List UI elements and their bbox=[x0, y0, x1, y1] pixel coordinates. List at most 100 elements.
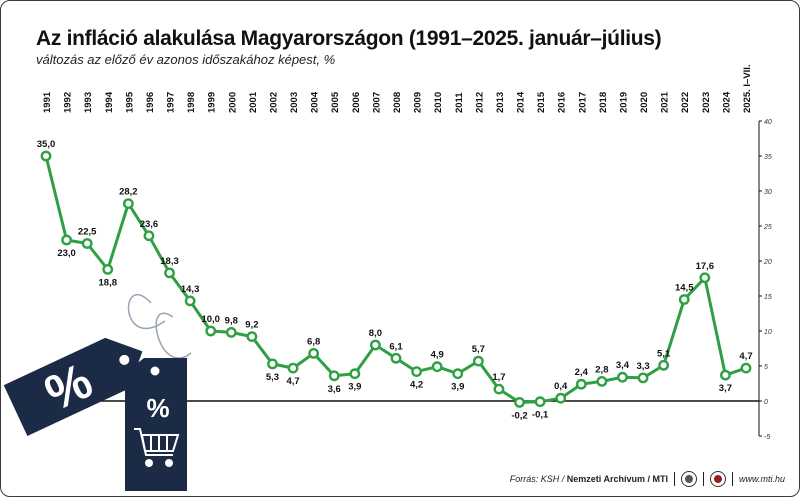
data-label: 4,7 bbox=[286, 376, 299, 387]
data-point bbox=[267, 358, 278, 370]
y-tick-label: 25 bbox=[763, 224, 772, 231]
data-point bbox=[102, 263, 114, 275]
data-point bbox=[328, 370, 340, 382]
divider bbox=[731, 472, 733, 486]
data-label: 28,2 bbox=[119, 187, 138, 198]
footer: Forrás: KSH / Nemzeti Archívum / MTI www… bbox=[510, 470, 785, 488]
page-title: Az infláció alakulása Magyarországon (19… bbox=[36, 27, 662, 50]
x-tick-label: 2002 bbox=[268, 92, 279, 113]
x-tick-label: 2018 bbox=[598, 92, 609, 113]
x-tick-label: 2011 bbox=[454, 92, 465, 113]
data-label: 18,8 bbox=[99, 277, 118, 288]
x-tick-label: 2006 bbox=[351, 92, 362, 113]
x-tick-label: 2005 bbox=[330, 91, 341, 113]
tag-hole bbox=[119, 354, 130, 365]
data-label: 3,4 bbox=[616, 360, 630, 371]
price-tags-decoration: % % bbox=[3, 294, 192, 491]
y-tick-label: 20 bbox=[763, 259, 772, 266]
data-value-labels: 35,0 23,022,5 18,8 28,2 23,6 18,3 14,3 10,0 9,8 9… bbox=[37, 139, 753, 421]
data-point bbox=[61, 234, 72, 246]
data-point bbox=[678, 294, 690, 305]
data-point bbox=[575, 378, 587, 390]
x-tick-label: 2019 bbox=[618, 92, 629, 113]
data-label: 22,5 bbox=[78, 227, 97, 238]
y-tick-label: -5 bbox=[764, 434, 770, 441]
data-label: 1,7 bbox=[492, 372, 505, 383]
x-tick-label: 2021 bbox=[660, 91, 671, 113]
data-point bbox=[596, 375, 608, 387]
data-label: 4,9 bbox=[431, 350, 444, 361]
data-label: 5,1 bbox=[657, 348, 671, 359]
x-tick-label: 2025. I–VII. bbox=[742, 64, 753, 113]
x-tick-label: 1995 bbox=[124, 91, 135, 113]
data-point bbox=[617, 371, 628, 383]
x-tick-label: 2008 bbox=[392, 92, 403, 113]
data-label: 35,0 bbox=[37, 139, 56, 150]
y-tick-label: 40 bbox=[764, 119, 772, 126]
y-tick-label: 0 bbox=[764, 399, 768, 406]
x-tick-label: 2004 bbox=[310, 91, 321, 113]
data-point bbox=[720, 369, 731, 381]
data-label: 3,9 bbox=[451, 382, 464, 393]
divider bbox=[702, 472, 704, 486]
data-label: 6,1 bbox=[389, 341, 403, 352]
data-point bbox=[472, 355, 484, 367]
x-tick-label: 2013 bbox=[495, 92, 506, 113]
x-tick-label: 1997 bbox=[166, 92, 177, 113]
x-tick-label: 1999 bbox=[207, 92, 218, 113]
x-tick-label: 2012 bbox=[474, 92, 485, 113]
data-point bbox=[349, 368, 361, 380]
data-point bbox=[658, 359, 670, 371]
data-label: 2,8 bbox=[595, 364, 608, 375]
data-point bbox=[184, 295, 196, 307]
data-label: 3,6 bbox=[328, 384, 341, 395]
x-tick-label: 1992 bbox=[63, 92, 74, 113]
data-label: 17,6 bbox=[696, 261, 715, 272]
website-link[interactable]: www.mti.hu bbox=[738, 474, 785, 484]
tag-string bbox=[127, 294, 166, 330]
data-point bbox=[555, 392, 567, 404]
data-point bbox=[493, 383, 505, 395]
data-point bbox=[452, 368, 464, 380]
tag-string bbox=[155, 312, 192, 359]
x-tick-label: 2014 bbox=[516, 91, 527, 113]
x-tick-label: 2020 bbox=[639, 92, 650, 113]
divider bbox=[673, 472, 675, 486]
x-tick-label: 1994 bbox=[104, 91, 115, 113]
nemzeti-archivum-logo-icon bbox=[709, 471, 726, 487]
x-tick-label: 2009 bbox=[413, 92, 424, 113]
discount-tag-small: % bbox=[125, 358, 187, 491]
shopping-cart-icon bbox=[134, 428, 180, 467]
data-point bbox=[143, 230, 155, 242]
tag-body bbox=[3, 337, 143, 436]
data-point bbox=[122, 198, 134, 210]
x-tick-label: 1996 bbox=[145, 92, 156, 113]
x-tick-label: 2024 bbox=[721, 91, 732, 113]
data-point-markers bbox=[40, 150, 752, 408]
y-tick-label: 5 bbox=[764, 364, 768, 371]
data-label: 18,3 bbox=[160, 256, 179, 267]
data-point bbox=[740, 362, 752, 374]
data-label: 8,0 bbox=[369, 328, 382, 339]
data-point bbox=[246, 331, 258, 342]
x-tick-label: 2001 bbox=[248, 91, 259, 113]
x-tick-label: 2010 bbox=[433, 92, 444, 113]
data-point bbox=[287, 362, 299, 374]
x-axis-year-labels: 1991 1992 1993 1994 1995 1996 1997 1998 1999 2000… bbox=[42, 64, 753, 113]
data-label: 4,7 bbox=[739, 351, 752, 362]
data-point bbox=[514, 396, 525, 408]
y-tick-label: 35 bbox=[764, 154, 772, 161]
data-label: 3,9 bbox=[348, 382, 361, 393]
data-label: 5,3 bbox=[266, 372, 279, 383]
data-point bbox=[225, 326, 237, 338]
data-label: 14,5 bbox=[675, 283, 694, 294]
data-label: 3,7 bbox=[719, 383, 732, 394]
x-tick-label: 2016 bbox=[557, 92, 568, 113]
data-point bbox=[164, 267, 175, 279]
data-label: 14,3 bbox=[181, 284, 200, 295]
data-label: 4,2 bbox=[410, 380, 423, 391]
data-label: -0,2 bbox=[511, 410, 527, 421]
x-tick-label: 2017 bbox=[577, 92, 588, 113]
